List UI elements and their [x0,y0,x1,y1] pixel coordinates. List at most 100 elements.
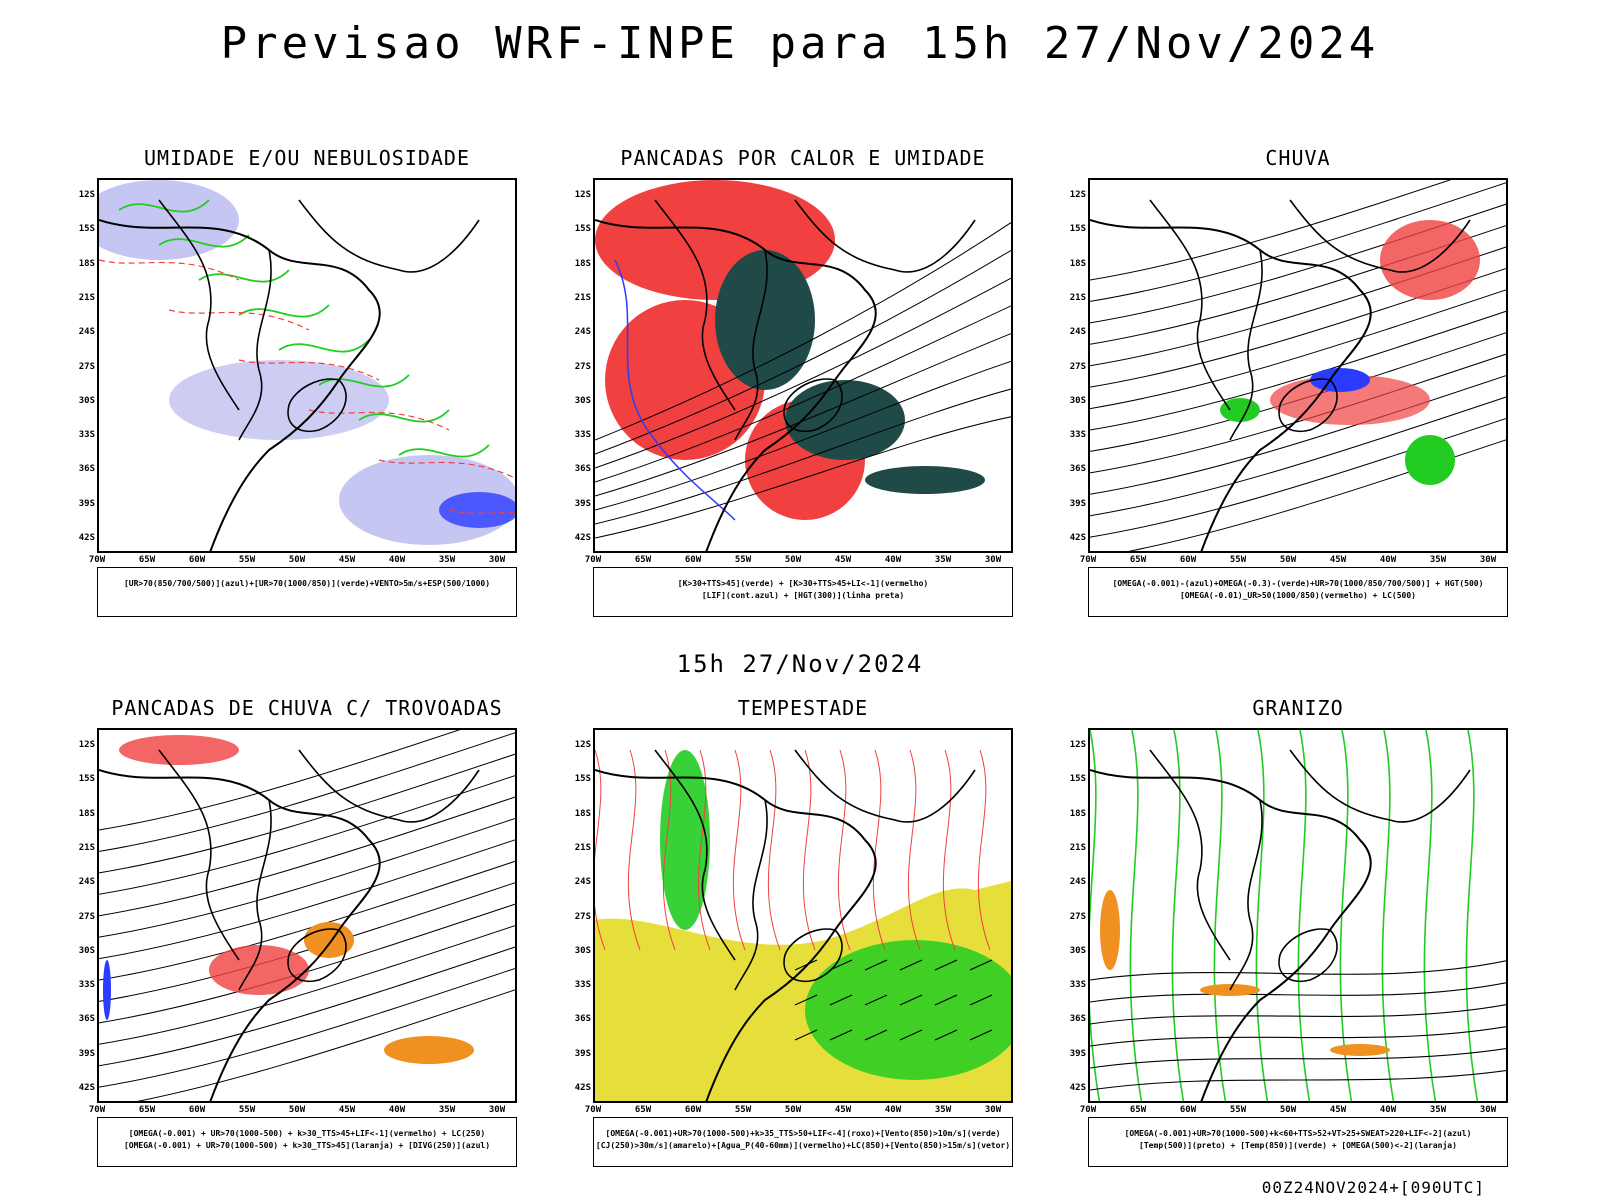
lat-tick-label: 18S [1069,808,1086,819]
streamline-250 [99,839,515,960]
convective-area [384,1036,474,1064]
state-border [1229,249,1263,441]
lif-contour [614,259,736,521]
streamline-250 [99,817,515,938]
forecast-time-label: 15h 27/Nov/2024 [676,650,924,678]
wind-vector [969,959,993,971]
state-border [1289,749,1471,823]
lat-tick-label: 36S [1069,1014,1086,1025]
panel-legend: [OMEGA(-0.001)-(azul)+OMEGA(-0.3)-(verde… [1088,567,1508,617]
legend-line: [CJ(250)>30m/s](amarelo)+[Agua_P(40-60mm… [595,1141,1011,1150]
panel-title: UMIDADE E/OU NEBULOSIDADE [143,146,471,170]
country-border [99,219,381,551]
low-level-humidity-contour [358,409,450,423]
lon-tick-label: 60W [1179,1105,1197,1115]
lat-tick-label: 42S [78,1083,95,1093]
temp500-contour [1090,1026,1506,1047]
lon-tick-label: 40W [1379,555,1397,565]
streamline-250 [137,989,515,1101]
lat-tick-label: 39S [1069,1048,1086,1059]
lon-tick-label: 70W [584,555,602,565]
lat-tick-label: 15S [1069,224,1086,235]
thickness-contour [308,409,450,431]
wind-vector [794,994,818,1006]
low-level-humidity-contour [398,444,490,458]
lc850-streamline [697,749,711,951]
lon-tick-label: 70W [584,1105,602,1115]
lon-tick-label: 45W [338,1105,356,1115]
panel-legend: [OMEGA(-0.001)+UR>70(1000-500)+k>35_TTS>… [593,1117,1013,1167]
lon-tick-label: 60W [188,1105,206,1115]
temp500-contour [1090,1048,1506,1069]
wind-vector [829,1029,853,1041]
weather-map [1088,178,1508,553]
lon-tick-label: 65W [138,555,156,565]
legend-line: [LIF](cont.azul) + [HGT(300)](linha pret… [701,591,905,600]
country-border [595,769,877,1101]
wind-vector [899,1029,923,1041]
lat-tick-label: 24S [574,327,591,338]
state-border [654,749,736,961]
temp850-contour [1255,730,1269,1101]
map-graphic [1090,730,1506,1101]
wind-vector [794,1029,818,1041]
lat-tick-label: 36S [574,464,591,475]
country-border [1090,769,1372,1101]
hgt300-contour [595,249,1011,455]
lon-tick-label: 50W [1279,1105,1297,1115]
map-graphic [99,730,515,1101]
lc850-streamline [977,749,991,951]
legend-line: [OMEGA(-0.001)+UR>70(1000-500)+k>35_TTS>… [605,1129,1001,1138]
temp500-contour [1090,1004,1506,1025]
wind-vector [864,1029,888,1041]
lc850-streamline [662,749,676,951]
weather-map [593,728,1013,1103]
lat-tick-label: 39S [574,1048,591,1059]
hgt300-contour [595,277,1011,469]
lat-tick-label: 27S [1069,911,1086,922]
legend-line: [K>30+TTS>45](verde) + [K>30+TTS>45+LI<-… [677,579,929,588]
thunderstorm-area [209,945,309,995]
map-graphic [1090,180,1506,551]
state-border [1149,749,1231,961]
lat-tick-label: 21S [78,842,95,853]
temp850-contour [1090,730,1101,1101]
state-border [1149,199,1231,411]
lon-tick-label: 35W [1429,555,1447,565]
lat-tick-label: 12S [1069,190,1086,200]
hgt500-contour [1090,353,1506,474]
legend-line: [OMEGA(-0.001) + UR>70(1000-500) + k>30_… [123,1141,491,1150]
legend-line: [OMEGA(-0.01)_UR>50(1000/850)(vermelho) … [1179,591,1416,600]
panel-legend: [OMEGA(-0.001) + UR>70(1000-500) + k>30_… [97,1117,517,1167]
lon-tick-label: 65W [634,1105,652,1115]
panel-title: CHUVA [1265,146,1331,170]
rain-area-weak [1310,368,1370,392]
lat-tick-label: 12S [574,740,591,750]
low-level-humidity-contour [238,304,330,318]
divergence-area [103,960,111,1020]
lat-tick-label: 33S [1069,430,1086,441]
thunderstorm-area [119,735,239,765]
convective-area [304,922,354,958]
lon-tick-label: 50W [1279,555,1297,565]
state-border [1289,199,1471,273]
streamline-250 [99,732,515,852]
lat-tick-label: 30S [574,395,591,406]
lat-tick-label: 39S [1069,498,1086,509]
lon-tick-label: 70W [88,1105,106,1115]
panel-title: PANCADAS POR CALOR E UMIDADE [620,146,986,170]
panel-title: PANCADAS DE CHUVA C/ TROVOADAS [111,696,503,720]
lat-tick-label: 15S [78,224,95,235]
hgt500-contour [1090,180,1452,281]
lat-tick-label: 12S [1069,740,1086,750]
state-border [287,378,347,432]
temp500-contour [1090,982,1506,1003]
lat-tick-label: 24S [574,877,591,888]
lat-tick-label: 21S [1069,842,1086,853]
lat-tick-label: 24S [1069,877,1086,888]
lat-tick-label: 27S [574,911,591,922]
lat-tick-label: 30S [574,945,591,956]
panel-legend: [OMEGA(-0.001)+UR>70(1000-500)+k<60+TTS>… [1088,1117,1508,1167]
streamline-250 [99,796,515,917]
thickness-contour [448,509,515,514]
